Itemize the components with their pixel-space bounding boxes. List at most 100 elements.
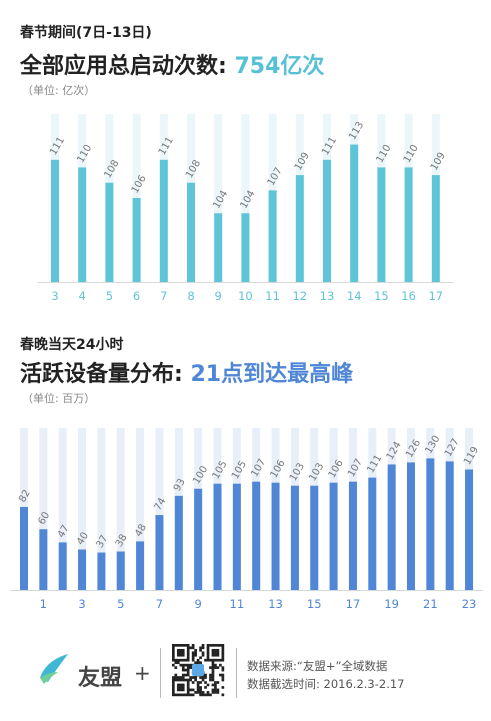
- bar: [39, 529, 48, 590]
- data-label: 60: [36, 510, 52, 527]
- tick-label: 16: [401, 289, 416, 303]
- data-label: 108: [184, 158, 203, 180]
- tick-label: 4: [79, 289, 86, 303]
- tick-label: 12: [292, 289, 307, 303]
- data-label: 109: [293, 151, 312, 173]
- bar: [232, 483, 241, 590]
- data-label: 104: [238, 189, 257, 211]
- data-label: 93: [172, 477, 188, 494]
- umeng-logo-icon: [40, 654, 68, 684]
- bar: [404, 167, 413, 282]
- data-label: 110: [402, 143, 421, 165]
- bar: [290, 485, 299, 590]
- data-label: 103: [288, 461, 307, 483]
- footer-divider-right: [236, 648, 237, 698]
- data-label: 111: [320, 135, 339, 157]
- data-period-line: 数据截选时间: 2016.2.3-2.17: [247, 677, 405, 691]
- bar: [323, 159, 331, 282]
- bar: [268, 190, 277, 282]
- tick-label: 7: [160, 289, 167, 303]
- bar: [241, 213, 250, 282]
- data-label: 106: [269, 458, 288, 480]
- data-label: 37: [94, 534, 110, 551]
- brand-plus: +: [134, 661, 151, 685]
- section2-subtitle: 春晚当天24小时: [20, 337, 124, 353]
- bar-background: [241, 114, 250, 282]
- section2-headline-value: 21点到达最高峰: [190, 362, 354, 387]
- tick-label: 3: [78, 597, 85, 611]
- bar: [174, 495, 183, 590]
- bar-background: [116, 428, 125, 590]
- bar: [58, 542, 67, 590]
- tick-label: 1: [40, 597, 47, 611]
- tick-label: 11: [230, 597, 245, 611]
- bar: [465, 469, 474, 590]
- tick-label: 9: [194, 597, 201, 611]
- data-label: 103: [307, 461, 326, 483]
- section2-headline: 活跃设备量分布: 21点到达最高峰: [20, 356, 353, 388]
- section1-subtitle: 春节期间(7日-13日): [20, 25, 152, 41]
- tick-label: 8: [187, 289, 194, 303]
- bar: [329, 482, 338, 590]
- data-label: 111: [157, 135, 176, 157]
- data-label: 109: [429, 151, 448, 173]
- data-label: 105: [230, 459, 249, 481]
- bar-background: [58, 428, 67, 590]
- bar: [136, 541, 145, 590]
- bar: [214, 213, 223, 282]
- section1-headline-prefix: 全部应用总启动次数:: [20, 54, 235, 79]
- bar: [78, 167, 87, 282]
- footer-divider-left: [160, 648, 161, 698]
- data-label: 110: [374, 143, 393, 165]
- bar: [426, 458, 435, 590]
- data-source-line: 数据来源:“友盟+”全域数据: [247, 659, 388, 673]
- data-label: 105: [211, 459, 230, 481]
- tick-label: 7: [156, 597, 163, 611]
- section2-unit: （单位: 百万）: [22, 392, 96, 405]
- data-label: 106: [130, 173, 149, 195]
- bar: [387, 464, 396, 590]
- bar: [132, 198, 141, 282]
- bar: [187, 182, 195, 282]
- bar-background: [214, 114, 223, 282]
- tick-label: 6: [133, 289, 140, 303]
- bar: [407, 462, 415, 590]
- data-label: 107: [266, 166, 285, 188]
- brand-name: 友盟: [78, 666, 123, 691]
- tick-label: 17: [346, 597, 361, 611]
- bar: [368, 477, 377, 590]
- tick-label: 19: [384, 597, 399, 611]
- bar: [97, 552, 106, 590]
- tick-label: 23: [462, 597, 477, 611]
- tick-label: 21: [423, 597, 438, 611]
- bar: [348, 481, 357, 590]
- qr-code-icon: [172, 644, 225, 697]
- bar: [377, 167, 386, 282]
- bar: [20, 506, 28, 590]
- data-label: 119: [462, 445, 481, 467]
- data-label: 124: [385, 440, 404, 462]
- data-label: 74: [153, 496, 169, 513]
- tick-label: 9: [215, 289, 222, 303]
- data-label: 111: [365, 453, 384, 475]
- data-label: 38: [114, 532, 130, 549]
- data-label: 48: [133, 522, 149, 539]
- tick-label: 3: [51, 289, 58, 303]
- data-label: 127: [443, 437, 462, 459]
- footer: 友盟 + 数据来源:“友盟+”全域数据 数据截选时间: 2016.2.3-2.1…: [0, 636, 491, 721]
- tick-label: 13: [268, 597, 283, 611]
- tick-label: 15: [307, 597, 322, 611]
- bar: [271, 482, 280, 590]
- bar: [213, 483, 222, 590]
- section1-headline-value: 754亿次: [234, 54, 325, 79]
- bar-background: [39, 428, 48, 590]
- tick-label: 17: [428, 289, 443, 303]
- section2-headline-prefix: 活跃设备量分布:: [20, 362, 191, 387]
- bar-background: [78, 428, 87, 590]
- data-label: 110: [75, 143, 94, 165]
- data-label: 111: [48, 135, 67, 157]
- data-label: 126: [404, 438, 423, 460]
- bar: [78, 549, 87, 590]
- bar: [155, 515, 164, 590]
